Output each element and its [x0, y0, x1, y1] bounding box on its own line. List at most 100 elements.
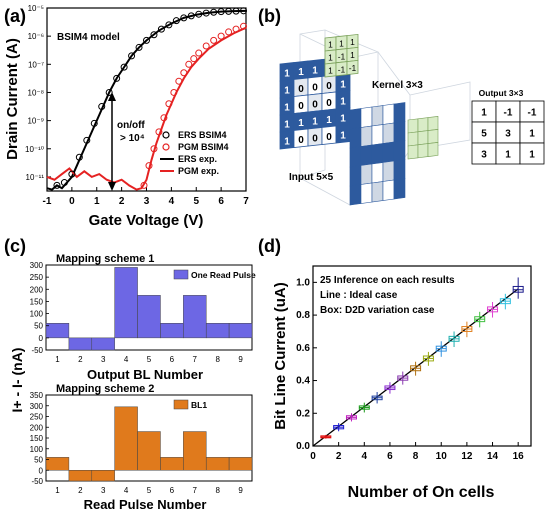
kernel-cell	[346, 59, 359, 76]
input-cell-value: 1	[298, 118, 304, 129]
feature-cell	[382, 141, 395, 163]
kernel-label: Kernel 3×3	[372, 80, 423, 91]
guide-line	[299, 177, 351, 206]
annotation-line-2: Line : Ideal case	[320, 290, 398, 301]
data-point	[202, 9, 210, 17]
plot-frame	[312, 265, 532, 447]
x-tick-label: 0	[310, 451, 316, 462]
data-point	[175, 77, 183, 85]
x-tick-label: 4	[169, 196, 175, 207]
data-point	[170, 88, 178, 96]
panel-label-b: (b)	[258, 6, 281, 26]
x-tick-label: 6	[170, 355, 175, 364]
y-tick-label: 150	[30, 297, 44, 306]
output-cell-value: -1	[528, 108, 537, 119]
input-cell-value: 1	[284, 120, 290, 131]
data-point	[190, 55, 198, 63]
input-cell-value: 1	[340, 131, 346, 142]
x-tick-label: 10	[436, 451, 448, 462]
x-tick-label: 14	[487, 451, 499, 462]
legend: ERS BSIM4 PGM BSIM4 ERS exp. PGM exp.	[160, 130, 229, 176]
data-point	[187, 12, 195, 20]
input-cell-value: 0	[326, 81, 332, 92]
panel-label-c: (c)	[4, 236, 26, 256]
data-point	[90, 119, 98, 127]
y-tick-label: 0.6	[296, 343, 310, 354]
feature-cell	[382, 179, 395, 201]
y-tick-label: 0.4	[296, 376, 310, 387]
output-cell-value: 5	[481, 129, 487, 140]
x-tick-label: 8	[413, 451, 419, 462]
y-tick-label: 300	[30, 261, 44, 270]
kernel-copy-cell	[407, 144, 419, 160]
kernel-cell-value: -1	[338, 51, 346, 61]
data-point	[240, 7, 248, 15]
x-tick-label: 7	[193, 486, 198, 495]
bar	[228, 323, 253, 339]
data-point	[98, 103, 106, 111]
on-off-ratio: > 10⁴	[120, 133, 145, 144]
panel-label-a: (a)	[4, 6, 26, 26]
data-point	[195, 49, 203, 57]
data-point	[195, 10, 203, 18]
feature-cell	[393, 140, 406, 162]
input-cell-value: 1	[340, 80, 346, 91]
x-tick-label: 1	[55, 355, 60, 364]
input-cell-value: 1	[284, 103, 290, 114]
feature-cell	[371, 162, 384, 184]
legend-label: BL1	[191, 400, 207, 410]
x-axis-title: Number of On cells	[348, 484, 495, 501]
output-cell-value: 1	[481, 108, 487, 119]
kernel-cell-value: 1	[339, 38, 344, 48]
bar	[183, 295, 207, 339]
annotation-line-3: Box: D2D variation case	[320, 305, 435, 316]
x-tick-label: 6	[218, 196, 224, 207]
legend-swatch	[173, 269, 189, 280]
feature-cell	[360, 182, 373, 204]
kernel-cell-value: 1	[350, 37, 355, 47]
x-tick-label: 7	[193, 355, 198, 364]
feature-cell	[382, 160, 395, 182]
kernel-cell-value: -1	[338, 64, 346, 74]
output-cell	[519, 142, 545, 165]
input-cell-value: 1	[340, 114, 346, 125]
input-cell-value: 1	[312, 117, 318, 128]
y-tick-label: 50	[34, 456, 43, 465]
x-axis-title-bottom: Read Pulse Number	[84, 497, 207, 512]
legend-swatch	[173, 399, 189, 410]
y-tick-label: 0.8	[296, 310, 310, 321]
y-tick-label: 50	[34, 322, 43, 331]
data-point	[150, 31, 158, 39]
feature-cell	[349, 146, 362, 168]
y-axis-title: I+ - I- (nA)	[9, 348, 25, 413]
x-tick-label: 8	[215, 355, 220, 364]
data-point	[185, 60, 193, 68]
x-tick-label: 9	[238, 486, 243, 495]
panel-b-diagram: 11111100011000111111100011111-111-1-1Ker…	[279, 29, 545, 206]
y-tick-label: 10⁻⁷	[28, 60, 44, 69]
kernel-cell-value: 1	[328, 66, 333, 76]
x-tick-label: -1	[43, 196, 52, 207]
panel-d-chart: 0 2 4 6 8 10 12 14 16 0.0 0.2 0.4 0.6 0.8 1.0 25 Infer…	[272, 265, 532, 501]
scheme1-title: Mapping scheme 1	[56, 253, 154, 265]
input-cell-value: 1	[284, 69, 290, 80]
y-tick-label: -50	[31, 346, 43, 355]
kernel-copy-cell	[417, 143, 429, 159]
data-point	[225, 28, 233, 36]
inset-title: BSIM4 model	[57, 32, 120, 43]
feature-cell	[360, 106, 373, 128]
y-tick-label: 1.0	[296, 277, 310, 288]
kernel-copy-cell	[417, 130, 429, 146]
data-point	[202, 42, 210, 50]
input-label: Input 5×5	[289, 172, 334, 183]
data-point	[120, 63, 128, 71]
output-cell-value: 3	[505, 129, 511, 140]
plot-frame	[45, 264, 253, 351]
feature-cell	[371, 181, 384, 203]
x-tick-label: 8	[215, 486, 220, 495]
data-point	[217, 32, 225, 40]
x-tick-label: 0	[69, 196, 75, 207]
y-tick-label: 200	[30, 423, 44, 432]
input-cell-value: 1	[312, 66, 318, 77]
data-point	[53, 181, 61, 189]
